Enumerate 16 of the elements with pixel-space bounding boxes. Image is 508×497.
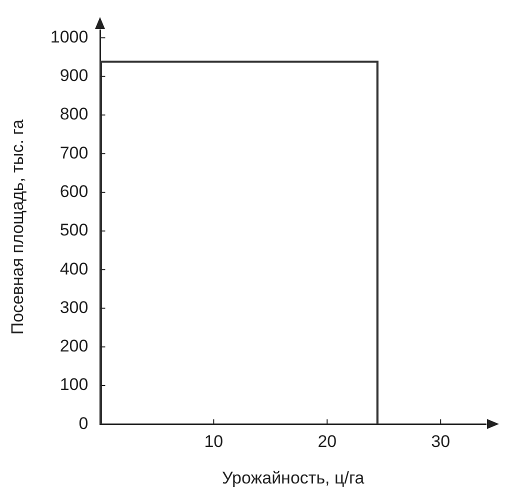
y-tick-label: 100 (60, 375, 88, 394)
y-tick-label: 500 (60, 220, 88, 240)
y-tick-label: 800 (60, 104, 88, 124)
y-tick-label: 0 (78, 414, 88, 433)
x-tick-label: 20 (318, 432, 337, 452)
y-tick-label: 900 (60, 66, 88, 86)
y-tick-label: 300 (60, 298, 88, 317)
x-tick-label: 10 (204, 432, 224, 452)
x-tick-label: 30 (431, 432, 450, 452)
y-tick-label: 400 (60, 259, 88, 278)
x-axis-title: Урожайность, ц/га (222, 468, 365, 488)
y-tick-label: 200 (60, 336, 88, 356)
y-axis-title: Посевная площадь, тыс. га (8, 119, 27, 335)
y-tick-label: 600 (60, 182, 88, 202)
y-tick-label: 1000 (50, 27, 88, 46)
y-tick-label: 700 (60, 143, 88, 162)
